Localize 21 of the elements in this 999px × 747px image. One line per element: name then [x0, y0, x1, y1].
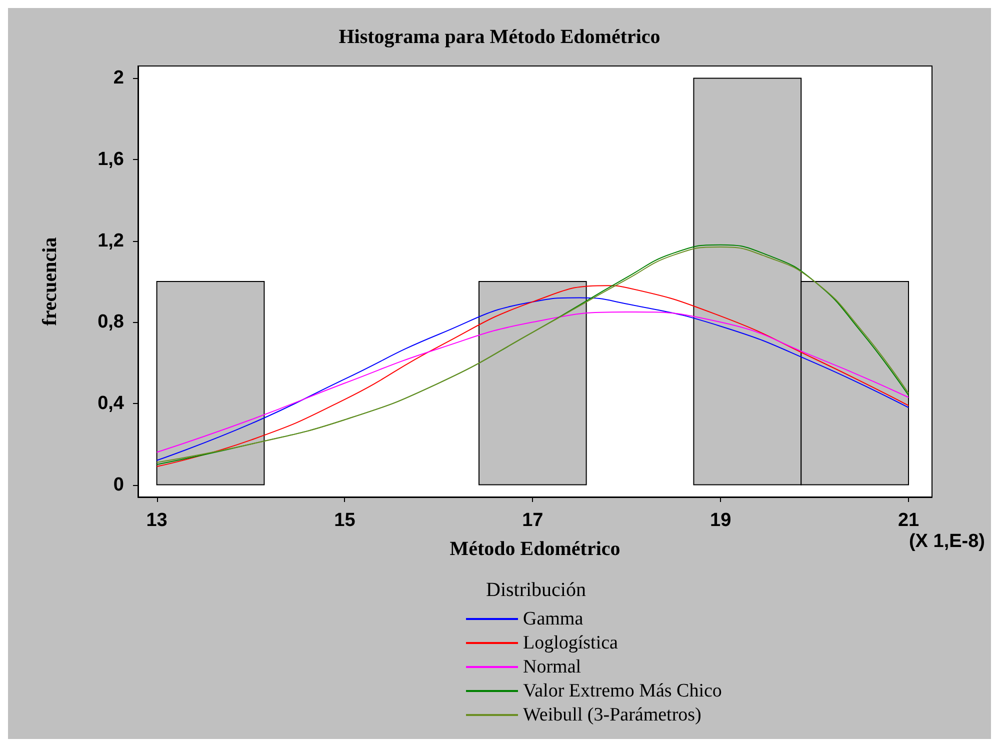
legend-label: Loglogística [523, 632, 619, 654]
y-tick-label: 0,8 [98, 312, 124, 333]
x-tick-label: 21 [898, 510, 920, 531]
y-tick-label: 2 [113, 68, 124, 89]
legend-label: Valor Extremo Más Chico [523, 680, 722, 702]
y-tick-label: 0 [113, 474, 124, 496]
legend-label: Normal [523, 656, 582, 678]
legend-title: Distribución [486, 579, 586, 601]
y-tick-label: 1,6 [98, 149, 124, 170]
y-tick-label: 0,4 [98, 392, 124, 414]
x-tick-label: 15 [334, 510, 356, 531]
x-tick-label: 17 [522, 510, 544, 531]
legend-label: Gamma [523, 608, 584, 630]
y-tick-label: 1,2 [98, 230, 124, 252]
legend-label: Weibull (3-Parámetros) [523, 704, 702, 726]
text: (X 1,E-8) [908, 531, 986, 552]
x-axis-title: Método Edométrico [450, 538, 620, 560]
y-axis-title: frecuencia [39, 237, 61, 326]
x-tick-label: 19 [710, 510, 732, 531]
chart-title: Histograma para Método Edométrico [338, 26, 660, 48]
x-tick-label: 13 [146, 510, 168, 531]
